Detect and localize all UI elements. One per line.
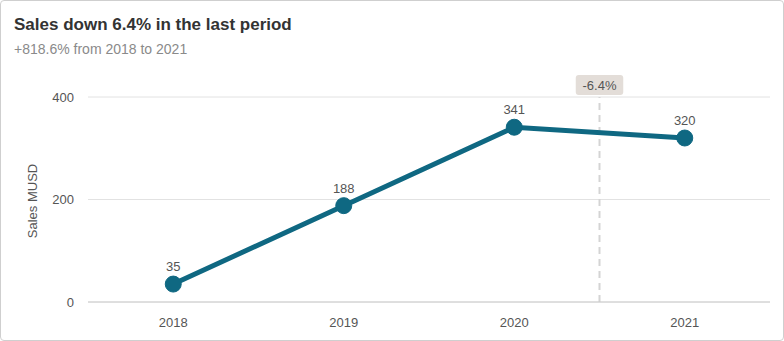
svg-text:2020: 2020 [500, 315, 529, 330]
svg-text:0: 0 [67, 295, 74, 310]
html-text:Sales down 6.4% in the last pe: Sales down 6.4% in the last period [14, 15, 292, 34]
svg-text:-6.4%: -6.4% [583, 78, 617, 93]
svg-text:341: 341 [503, 102, 525, 117]
svg-text:320: 320 [674, 113, 696, 128]
html-text:+818.6% from 2018 to 2021: +818.6% from 2018 to 2021 [14, 41, 188, 57]
html-text:Sales MUSD: Sales MUSD [24, 163, 40, 239]
svg-text:2018: 2018 [159, 315, 188, 330]
svg-text:400: 400 [52, 90, 74, 105]
svg-text:2019: 2019 [329, 315, 358, 330]
svg-text:200: 200 [52, 192, 74, 207]
svg-text:188: 188 [333, 181, 355, 196]
svg-text:35: 35 [166, 259, 180, 274]
svg-text:2021: 2021 [670, 315, 699, 330]
